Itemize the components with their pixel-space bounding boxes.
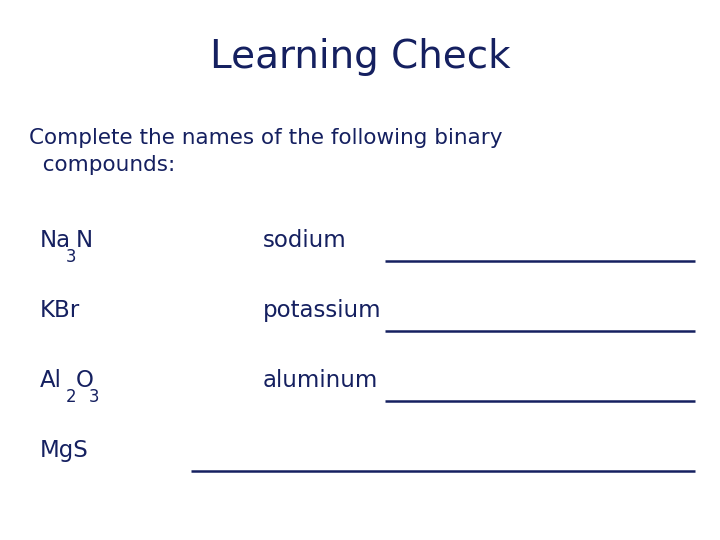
Text: Na: Na [40,229,71,252]
Text: Learning Check: Learning Check [210,38,510,76]
Text: compounds:: compounds: [29,154,175,175]
Text: MgS: MgS [40,440,89,462]
Text: KBr: KBr [40,299,80,322]
Text: sodium: sodium [263,229,346,252]
Text: Complete the names of the following binary: Complete the names of the following bina… [29,127,503,148]
Text: 3: 3 [66,247,77,266]
Text: potassium: potassium [263,299,382,322]
Text: N: N [76,229,93,252]
Text: Al: Al [40,369,61,392]
Text: 2: 2 [66,388,77,406]
Text: O: O [76,369,94,392]
Text: 3: 3 [89,388,99,406]
Text: aluminum: aluminum [263,369,378,392]
